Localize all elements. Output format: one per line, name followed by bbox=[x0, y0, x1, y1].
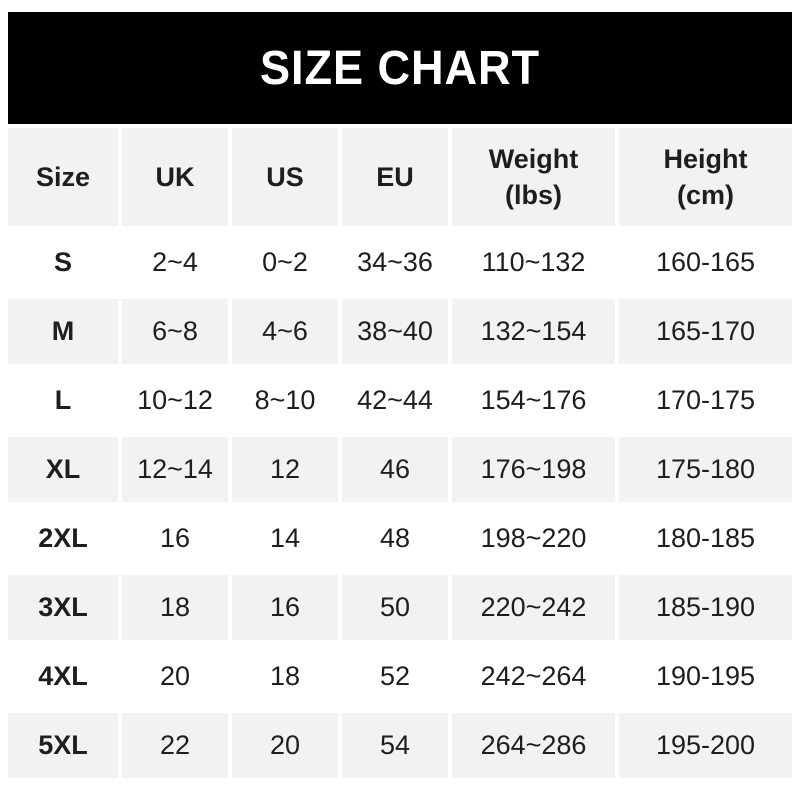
cell-us: 18 bbox=[232, 644, 338, 709]
cell-us: 16 bbox=[232, 575, 338, 640]
cell-us: 12 bbox=[232, 437, 338, 502]
cell-size: 5XL bbox=[8, 713, 118, 778]
cell-uk: 6~8 bbox=[122, 299, 228, 364]
cell-size: 4XL bbox=[8, 644, 118, 709]
cell-eu: 34~36 bbox=[342, 230, 448, 295]
column-header-unit: (lbs) bbox=[505, 180, 562, 210]
cell-height: 190-195 bbox=[619, 644, 792, 709]
cell-uk: 20 bbox=[122, 644, 228, 709]
cell-weight: 110~132 bbox=[452, 230, 615, 295]
cell-weight: 198~220 bbox=[452, 506, 615, 571]
cell-uk: 16 bbox=[122, 506, 228, 571]
cell-weight: 154~176 bbox=[452, 368, 615, 433]
cell-us: 14 bbox=[232, 506, 338, 571]
column-header-unit: (cm) bbox=[676, 180, 734, 210]
cell-us: 8~10 bbox=[232, 368, 338, 433]
cell-eu: 42~44 bbox=[342, 368, 448, 433]
cell-size: M bbox=[8, 299, 118, 364]
size-chart-banner: SIZE CHART bbox=[8, 12, 792, 124]
cell-uk: 18 bbox=[122, 575, 228, 640]
column-header-label: EU bbox=[376, 161, 414, 192]
table-row-xl: XL 12~14 12 46 176~198 175-180 bbox=[8, 437, 792, 502]
table-row-3xl: 3XL 18 16 50 220~242 185-190 bbox=[8, 575, 792, 640]
table-row-s: S 2~4 0~2 34~36 110~132 160-165 bbox=[8, 230, 792, 295]
column-header-label: Height bbox=[663, 143, 748, 174]
table-row-4xl: 4XL 20 18 52 242~264 190-195 bbox=[8, 644, 792, 709]
column-header-label: UK bbox=[155, 161, 195, 192]
column-header-us: US bbox=[232, 128, 338, 226]
table-row-2xl: 2XL 16 14 48 198~220 180-185 bbox=[8, 506, 792, 571]
column-header-label: US bbox=[266, 161, 304, 192]
cell-weight: 132~154 bbox=[452, 299, 615, 364]
cell-eu: 54 bbox=[342, 713, 448, 778]
cell-weight: 242~264 bbox=[452, 644, 615, 709]
table-row-5xl: 5XL 22 20 54 264~286 195-200 bbox=[8, 713, 792, 778]
size-table: Size UK US EU Weight (lbs) Height (cm) S… bbox=[4, 124, 796, 782]
cell-eu: 48 bbox=[342, 506, 448, 571]
cell-size: XL bbox=[8, 437, 118, 502]
table-header-row: Size UK US EU Weight (lbs) Height (cm) bbox=[8, 128, 792, 226]
cell-size: L bbox=[8, 368, 118, 433]
cell-height: 180-185 bbox=[619, 506, 792, 571]
cell-uk: 10~12 bbox=[122, 368, 228, 433]
cell-size: 3XL bbox=[8, 575, 118, 640]
cell-eu: 52 bbox=[342, 644, 448, 709]
column-header-label: Weight bbox=[488, 143, 579, 174]
cell-weight: 176~198 bbox=[452, 437, 615, 502]
cell-us: 0~2 bbox=[232, 230, 338, 295]
cell-height: 170-175 bbox=[619, 368, 792, 433]
column-header-uk: UK bbox=[122, 128, 228, 226]
cell-uk: 12~14 bbox=[122, 437, 228, 502]
cell-height: 165-170 bbox=[619, 299, 792, 364]
table-row-l: L 10~12 8~10 42~44 154~176 170-175 bbox=[8, 368, 792, 433]
cell-size: 2XL bbox=[8, 506, 118, 571]
cell-us: 20 bbox=[232, 713, 338, 778]
cell-uk: 2~4 bbox=[122, 230, 228, 295]
cell-height: 195-200 bbox=[619, 713, 792, 778]
table-row-m: M 6~8 4~6 38~40 132~154 165-170 bbox=[8, 299, 792, 364]
cell-us: 4~6 bbox=[232, 299, 338, 364]
cell-weight: 264~286 bbox=[452, 713, 615, 778]
cell-height: 160-165 bbox=[619, 230, 792, 295]
column-header-weight: Weight (lbs) bbox=[452, 128, 615, 226]
cell-eu: 50 bbox=[342, 575, 448, 640]
banner-title: SIZE CHART bbox=[259, 41, 541, 95]
cell-height: 185-190 bbox=[619, 575, 792, 640]
cell-size: S bbox=[8, 230, 118, 295]
column-header-size: Size bbox=[8, 128, 118, 226]
cell-weight: 220~242 bbox=[452, 575, 615, 640]
cell-eu: 38~40 bbox=[342, 299, 448, 364]
column-header-height: Height (cm) bbox=[619, 128, 792, 226]
cell-eu: 46 bbox=[342, 437, 448, 502]
cell-uk: 22 bbox=[122, 713, 228, 778]
column-header-label: Size bbox=[35, 161, 91, 192]
cell-height: 175-180 bbox=[619, 437, 792, 502]
column-header-eu: EU bbox=[342, 128, 448, 226]
